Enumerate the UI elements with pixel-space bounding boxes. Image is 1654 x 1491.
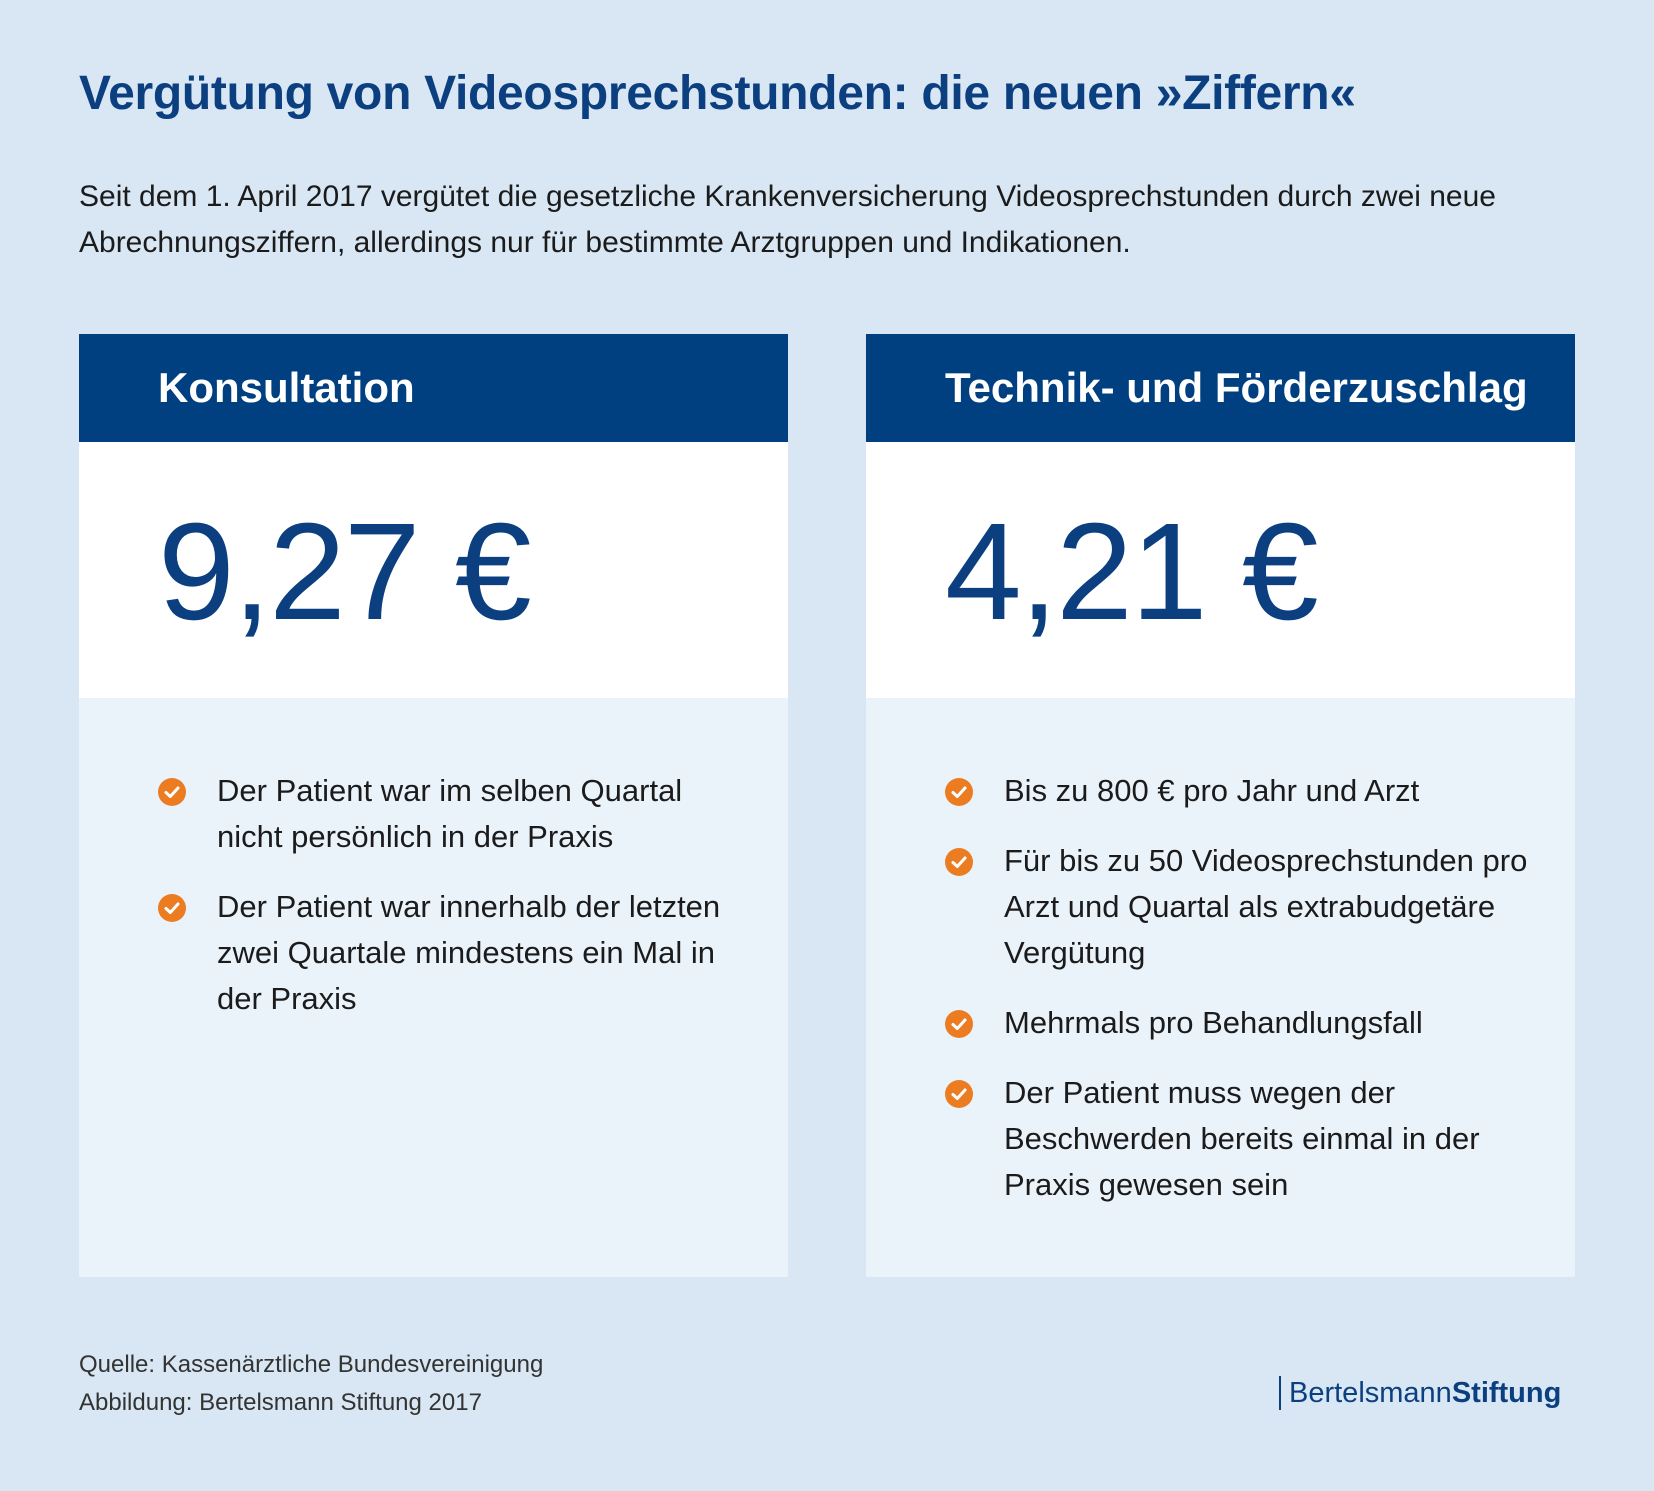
card-criteria-list: Bis zu 800 € pro Jahr und Arzt Für bis z… [866, 698, 1575, 1208]
card-value-area: 9,27 € [79, 442, 788, 698]
logo-text-part1: Bertelsmann [1289, 1377, 1452, 1409]
check-circle-icon [158, 778, 186, 806]
card-criteria-list: Der Patient war im selben Quartal nicht … [79, 698, 788, 1022]
list-item: Der Patient war innerhalb der letzten zw… [158, 884, 748, 1022]
list-item-text: Der Patient muss wegen der Beschwerden b… [1004, 1075, 1480, 1202]
card-header: Konsultation [79, 334, 788, 442]
list-item: Der Patient muss wegen der Beschwerden b… [945, 1070, 1535, 1208]
check-circle-icon [945, 848, 973, 876]
list-item-text: Bis zu 800 € pro Jahr und Arzt [1004, 773, 1420, 808]
list-item: Mehrmals pro Behandlungsfall [945, 1000, 1535, 1046]
list-item-text: Der Patient war innerhalb der letzten zw… [217, 889, 721, 1016]
card-value: 9,27 € [158, 495, 532, 649]
check-circle-icon [945, 1010, 973, 1038]
intro-text: Seit dem 1. April 2017 vergütet die gese… [79, 180, 1496, 259]
bertelsmann-stiftung-logo: BertelsmannStiftung [1279, 1376, 1561, 1410]
list-item: Der Patient war im selben Quartal nicht … [158, 768, 748, 860]
check-circle-icon [158, 894, 186, 922]
check-circle-icon [945, 1080, 973, 1108]
check-circle-icon [945, 778, 973, 806]
list-item: Für bis zu 50 Videosprechstunden pro Arz… [945, 838, 1535, 976]
page-title: Vergütung von Videosprechstunden: die ne… [79, 67, 1356, 120]
credit-text: Abbildung: Bertelsmann Stiftung 2017 [79, 1389, 482, 1416]
logo-text-part2: Stiftung [1451, 1377, 1562, 1409]
card-technik-foerderzuschlag: Technik- und Förderzuschlag 4,21 € Bis z… [866, 334, 1575, 1277]
source-text: Quelle: Kassenärztliche Bundesvereinigun… [79, 1351, 544, 1378]
card-konsultation: Konsultation 9,27 € Der Patient war im s… [79, 334, 788, 1277]
card-value-area: 4,21 € [866, 442, 1575, 698]
list-item-text: Der Patient war im selben Quartal nicht … [217, 773, 683, 854]
card-value: 4,21 € [945, 495, 1319, 649]
list-item-text: Für bis zu 50 Videosprechstunden pro Arz… [1004, 843, 1528, 970]
list-item-text: Mehrmals pro Behandlungsfall [1004, 1005, 1423, 1040]
card-header: Technik- und Förderzuschlag [866, 334, 1575, 442]
list-item: Bis zu 800 € pro Jahr und Arzt [945, 768, 1535, 814]
footer-source: Quelle: Kassenärztliche Bundesvereinigun… [79, 1346, 543, 1422]
